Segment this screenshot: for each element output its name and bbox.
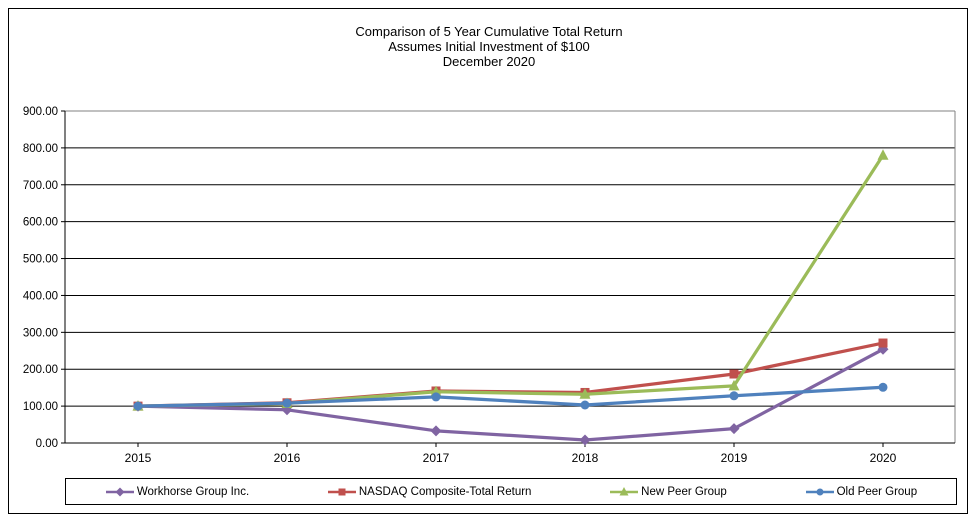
legend-label: NASDAQ Composite-Total Return xyxy=(358,485,532,498)
data-point-marker xyxy=(580,400,590,410)
data-point-marker xyxy=(729,369,739,379)
legend-marker-square-icon xyxy=(327,488,356,495)
data-point-marker xyxy=(728,379,740,391)
series-line xyxy=(136,385,885,408)
x-tick-label: 2019 xyxy=(721,451,748,465)
data-point-marker xyxy=(133,401,143,411)
data-point-marker xyxy=(728,423,740,435)
legend: Workhorse Group Inc. NASDAQ Composite-Tot… xyxy=(65,478,957,505)
legend-item: Workhorse Group Inc. xyxy=(105,486,249,498)
legend-marker-diamond-icon xyxy=(105,487,134,496)
legend-label: Old Peer Group xyxy=(836,485,918,498)
chart-title-line-3: December 2020 xyxy=(442,54,536,69)
legend-marker-triangle-icon xyxy=(610,486,639,495)
x-tick-label: 2016 xyxy=(274,451,301,465)
data-point-marker xyxy=(878,338,888,348)
legend-item: Old Peer Group xyxy=(805,485,918,498)
series-new-peer-group xyxy=(132,149,889,411)
chart-title-line-2: Assumes Initial Investment of $100 xyxy=(388,39,590,54)
data-point-marker xyxy=(877,149,889,160)
legend-item: NASDAQ Composite-Total Return xyxy=(327,485,532,498)
data-point-marker xyxy=(878,382,888,392)
y-tick-label: 800.00 xyxy=(23,143,58,155)
legend-marker-sample xyxy=(115,487,125,496)
y-tick-label: 400.00 xyxy=(23,290,58,302)
series-line xyxy=(136,341,885,408)
data-point-marker xyxy=(579,388,591,399)
y-tick-label: 700.00 xyxy=(23,180,58,192)
legend-label: New Peer Group xyxy=(641,485,727,498)
legend-marker-sample xyxy=(619,486,629,495)
y-tick-label: 0.00 xyxy=(36,438,58,450)
legend-label: Workhorse Group Inc. xyxy=(136,485,250,498)
data-point-marker xyxy=(430,425,442,437)
data-point-marker xyxy=(282,398,292,408)
chart-title: Comparison of 5 Year Cumulative Total Re… xyxy=(0,24,978,69)
legend-marker-sample xyxy=(816,488,824,495)
y-tick-label: 100.00 xyxy=(23,401,58,413)
y-tick-label: 200.00 xyxy=(23,364,58,376)
x-tick-label: 2018 xyxy=(572,451,599,465)
series-old-peer-group xyxy=(133,382,888,411)
x-tick-label: 2020 xyxy=(870,451,897,465)
y-tick-label: 600.00 xyxy=(23,217,58,229)
x-tick-label: 2017 xyxy=(423,451,450,465)
legend-item: New Peer Group xyxy=(609,486,727,498)
legend-marker-sample xyxy=(338,488,346,495)
x-tick-label: 2015 xyxy=(125,451,152,465)
y-tick-label: 300.00 xyxy=(23,327,58,339)
y-tick-label: 900.00 xyxy=(23,106,58,118)
legend-marker-circle-icon xyxy=(805,488,834,495)
series-line xyxy=(136,153,885,408)
data-point-marker xyxy=(729,391,739,401)
chart-title-line-1: Comparison of 5 Year Cumulative Total Re… xyxy=(355,24,623,39)
data-point-marker xyxy=(579,434,591,446)
series-line xyxy=(136,347,885,442)
data-point-marker xyxy=(431,392,441,402)
y-tick-label: 500.00 xyxy=(23,254,58,266)
